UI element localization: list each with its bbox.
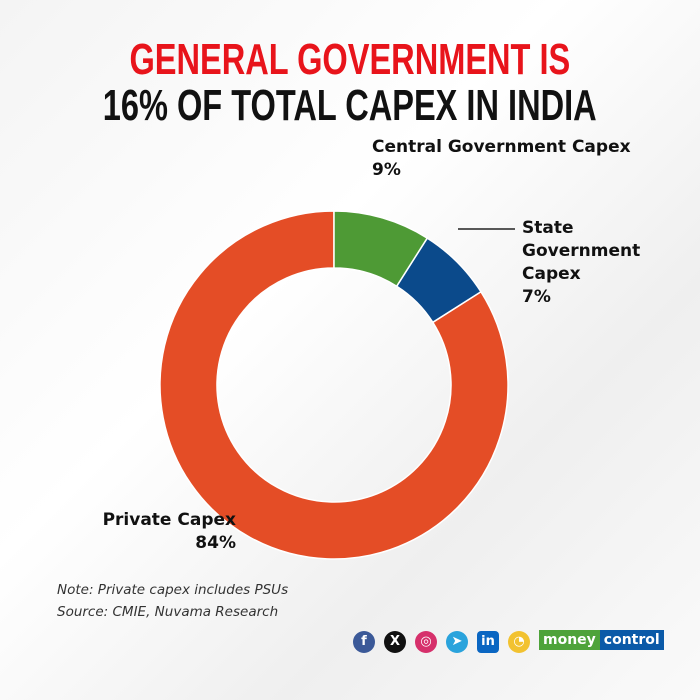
central-value: 9%	[372, 160, 401, 180]
x-icon[interactable]: X	[384, 631, 406, 653]
state-label: State Government Capex 7%	[522, 217, 640, 309]
private-label-text: Private Capex	[102, 510, 236, 530]
state-label-text: State	[522, 218, 574, 238]
logo-part-1: money	[539, 630, 600, 650]
central-label: Central Government Capex 9%	[372, 136, 631, 182]
slice-private-capex	[159, 210, 509, 560]
logo-part-2: control	[599, 630, 664, 650]
central-label-text: Central Government Capex	[372, 137, 631, 157]
title-line-1: GENERAL GOVERNMENT IS	[0, 38, 700, 82]
state-value: 7%	[522, 287, 551, 307]
instagram-icon[interactable]: ◎	[415, 631, 437, 653]
koo-icon[interactable]: ◔	[508, 631, 530, 653]
linkedin-icon[interactable]: in	[477, 631, 499, 653]
private-label: Private Capex 84%	[96, 509, 236, 555]
source-text: Source: CMIE, Nuvama Research	[57, 604, 279, 620]
slice-central-government-capex	[333, 210, 429, 288]
moneycontrol-logo: money control	[539, 630, 664, 650]
telegram-icon[interactable]: ➤	[446, 631, 468, 653]
title-text: GENERAL GOVERNMENT IS	[129, 35, 571, 84]
title-line-2: 16% OF TOTAL CAPEX IN INDIA	[0, 84, 700, 128]
title-text: 16% OF TOTAL CAPEX IN INDIA	[103, 81, 597, 130]
state-label-text: Capex	[522, 264, 581, 284]
slice-state-government-capex	[395, 237, 482, 324]
facebook-icon[interactable]: f	[353, 631, 375, 653]
private-value: 84%	[195, 533, 236, 553]
note-text: Note: Private capex includes PSUs	[57, 582, 289, 598]
state-label-text: Government	[522, 241, 641, 261]
